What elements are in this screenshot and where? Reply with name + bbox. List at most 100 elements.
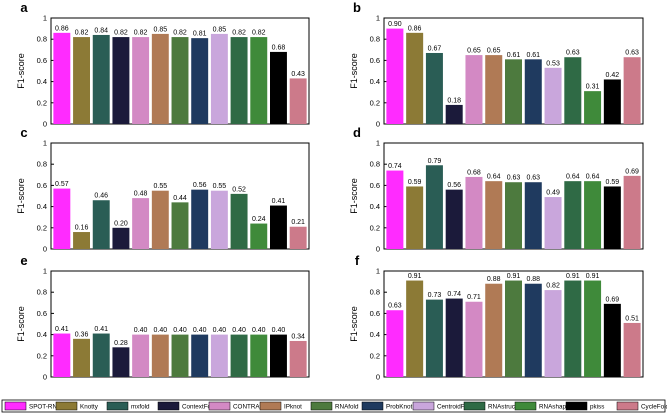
y-tick-label: 0.2 bbox=[37, 223, 47, 232]
y-axis-label: F1-score bbox=[16, 53, 26, 89]
legend-label: ProbKnot bbox=[386, 404, 413, 411]
bar-ipknot bbox=[485, 55, 503, 124]
legend-swatch bbox=[616, 401, 639, 411]
bar-ipknot bbox=[485, 181, 503, 249]
bar-value-label: 0.40 bbox=[252, 327, 266, 334]
bar-centroidfold bbox=[544, 290, 562, 377]
bar-cyclefold bbox=[623, 322, 641, 377]
bar-value-label: 0.65 bbox=[467, 48, 481, 55]
y-axis-label: F1-score bbox=[349, 53, 359, 89]
bar-value-label: 0.28 bbox=[114, 340, 128, 347]
y-axis-label: F1-score bbox=[349, 178, 359, 214]
legend-label: CentroidFold bbox=[437, 404, 474, 411]
bar-rnashapes bbox=[250, 37, 268, 124]
bar-contrafold bbox=[132, 37, 150, 124]
bar-rnastructure bbox=[564, 280, 582, 377]
bar-ipknot bbox=[485, 283, 503, 377]
bar-contextfold bbox=[445, 104, 463, 124]
bar-probknot bbox=[524, 182, 542, 249]
legend-label: mxfold bbox=[131, 404, 150, 411]
bar-rnastructure bbox=[230, 37, 248, 124]
bar-value-label: 0.56 bbox=[193, 182, 207, 189]
bar-rnafold bbox=[504, 59, 523, 125]
y-tick-label: 0.4 bbox=[37, 202, 47, 211]
legend-swatch bbox=[208, 401, 231, 411]
bar-value-label: 0.74 bbox=[447, 291, 461, 298]
legend-swatch bbox=[310, 401, 333, 411]
bar-value-label: 0.82 bbox=[232, 30, 246, 37]
panel-letter: e bbox=[20, 253, 27, 268]
legend-swatch bbox=[412, 401, 435, 411]
bar-ipknot bbox=[151, 33, 169, 124]
bar-rnashapes bbox=[250, 334, 268, 377]
bar-value-label: 0.86 bbox=[408, 25, 422, 32]
bar-spot-rna bbox=[53, 188, 71, 249]
bar-value-label: 0.86 bbox=[55, 25, 69, 32]
bar-value-label: 0.67 bbox=[428, 45, 442, 52]
bar-value-label: 0.69 bbox=[606, 296, 620, 303]
bar-mxfold bbox=[92, 333, 110, 377]
bar-value-label: 0.63 bbox=[625, 50, 639, 57]
bar-rnastructure bbox=[230, 193, 248, 249]
bar-value-label: 0.42 bbox=[606, 72, 620, 79]
y-tick-label: 0 bbox=[376, 245, 380, 254]
bar-value-label: 0.64 bbox=[566, 174, 580, 181]
panel-letter: f bbox=[355, 253, 360, 268]
y-tick-label: 0.8 bbox=[370, 160, 380, 169]
bar-knotty bbox=[73, 232, 91, 249]
bar-value-label: 0.34 bbox=[291, 333, 305, 340]
panel-b: 0 0.2 0.4 0.6 0.8 1 F1-score b 0.90 0.86 0.67 0.18 0… bbox=[349, 0, 644, 129]
bar-value-label: 0.44 bbox=[173, 195, 187, 202]
legend-label: SPOT-RNA bbox=[29, 404, 62, 411]
y-tick-label: 0.6 bbox=[37, 56, 47, 65]
bar-centroidfold bbox=[210, 190, 228, 249]
bar-contextfold bbox=[112, 227, 130, 249]
bar-value-label: 0.56 bbox=[447, 182, 461, 189]
bar-contrafold bbox=[132, 334, 150, 377]
legend-swatch bbox=[463, 401, 486, 411]
bar-value-label: 0.85 bbox=[153, 26, 167, 33]
y-tick-label: 0.2 bbox=[37, 351, 47, 360]
y-tick-label: 0.4 bbox=[37, 77, 47, 86]
y-tick-label: 0.4 bbox=[370, 77, 380, 86]
y-tick-label: 0.4 bbox=[37, 330, 47, 339]
bar-value-label: 0.48 bbox=[134, 191, 148, 198]
bar-probknot bbox=[191, 38, 209, 124]
y-tick-label: 0.4 bbox=[370, 202, 380, 211]
y-axis-label: F1-score bbox=[16, 306, 26, 342]
bar-value-label: 0.40 bbox=[153, 327, 167, 334]
bar-rnashapes bbox=[584, 91, 602, 124]
bar-mxfold bbox=[425, 299, 443, 377]
bar-knotty bbox=[73, 37, 91, 124]
bar-contrafold bbox=[465, 55, 483, 124]
bar-value-label: 0.79 bbox=[428, 158, 442, 165]
y-axis-label: F1-score bbox=[16, 178, 26, 214]
bar-rnashapes bbox=[584, 181, 602, 249]
bar-value-label: 0.63 bbox=[507, 175, 521, 182]
bar-spot-rna bbox=[386, 28, 404, 125]
y-tick-label: 0 bbox=[43, 373, 47, 382]
bar-value-label: 0.63 bbox=[526, 175, 540, 182]
bar-contrafold bbox=[132, 198, 150, 249]
bar-ipknot bbox=[151, 334, 169, 377]
y-tick-label: 0.8 bbox=[370, 288, 380, 297]
bar-rnastructure bbox=[564, 57, 582, 124]
legend-swatch bbox=[157, 401, 180, 411]
bar-probknot bbox=[191, 189, 209, 249]
y-tick-label: 0.8 bbox=[37, 160, 47, 169]
bar-value-label: 0.82 bbox=[75, 30, 89, 37]
bar-value-label: 0.91 bbox=[586, 273, 600, 280]
legend-label: RNAfold bbox=[335, 404, 359, 411]
bar-probknot bbox=[191, 334, 209, 377]
legend-swatch bbox=[55, 401, 78, 411]
bar-value-label: 0.43 bbox=[291, 71, 305, 78]
legend-label: RNAshapes bbox=[539, 404, 573, 411]
panel-e: 0 0.2 0.4 0.6 0.8 1 F1-score e 0.41 0.36 0.41 0.28 0… bbox=[16, 253, 310, 382]
y-tick-label: 0 bbox=[43, 245, 47, 254]
bar-value-label: 0.63 bbox=[388, 303, 402, 310]
legend: SPOT-RNA Knotty mxfold ContextFold CONTRAfol… bbox=[1, 399, 667, 413]
y-tick-label: 0.6 bbox=[37, 309, 47, 318]
bar-value-label: 0.40 bbox=[173, 327, 187, 334]
y-tick-label: 0.2 bbox=[370, 98, 380, 107]
bar-value-label: 0.91 bbox=[566, 273, 580, 280]
